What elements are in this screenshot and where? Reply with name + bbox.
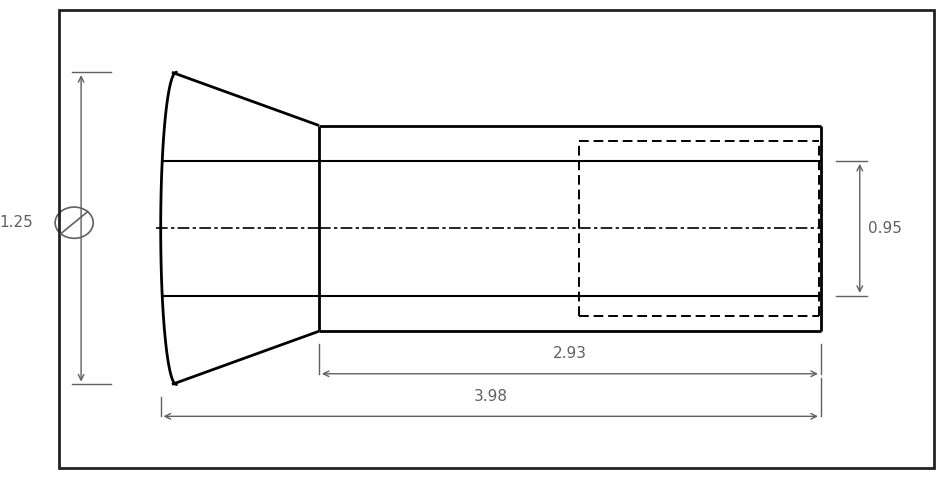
Text: 3.98: 3.98 [474,389,507,403]
Text: 2.93: 2.93 [553,346,587,361]
Text: 0.95: 0.95 [868,221,902,236]
Text: 1.25: 1.25 [0,215,33,230]
